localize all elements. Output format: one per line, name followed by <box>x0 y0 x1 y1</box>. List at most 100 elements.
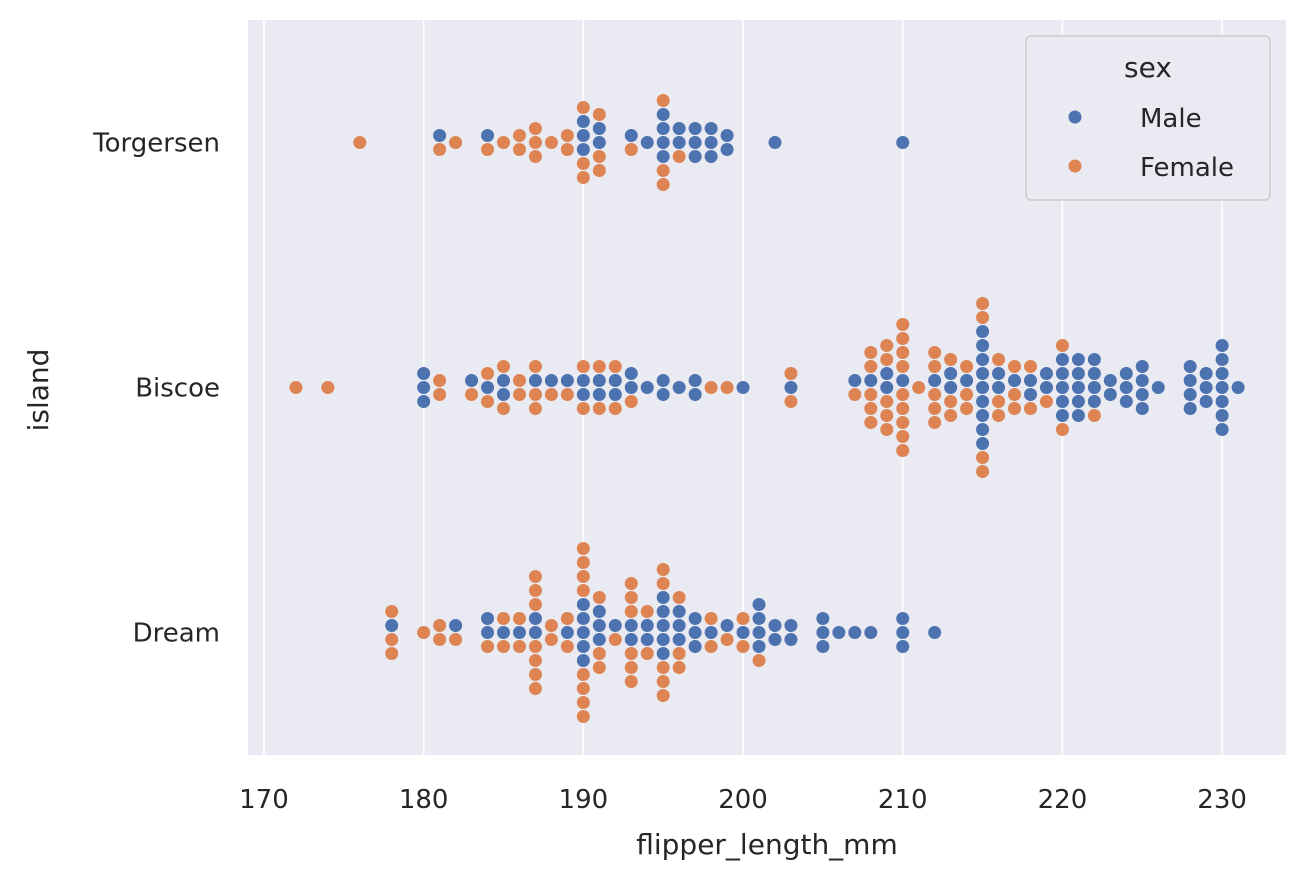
point-male-biscoe <box>1103 374 1117 387</box>
point-female-biscoe <box>528 402 542 415</box>
point-male-dream <box>576 598 590 611</box>
point-female-biscoe <box>864 360 878 373</box>
point-female-biscoe <box>896 444 910 457</box>
x-tick-label-190: 190 <box>559 785 609 815</box>
point-male-torgersen <box>672 122 686 135</box>
legend-title: sex <box>1124 51 1172 84</box>
point-female-biscoe <box>880 395 894 408</box>
x-axis-title: flipper_length_mm <box>636 828 898 861</box>
legend-marker-female <box>1068 159 1082 173</box>
point-male-dream <box>512 626 526 639</box>
point-female-dream <box>624 647 638 660</box>
point-male-biscoe <box>1119 395 1133 408</box>
point-female-dream <box>624 661 638 674</box>
point-female-biscoe <box>1023 402 1037 415</box>
point-male-biscoe <box>1183 374 1197 387</box>
x-tick-label-230: 230 <box>1197 785 1247 815</box>
point-female-biscoe <box>896 388 910 401</box>
point-female-biscoe <box>944 395 958 408</box>
point-male-biscoe <box>1119 367 1133 380</box>
point-male-biscoe <box>848 374 862 387</box>
point-male-dream <box>640 619 654 632</box>
point-male-dream <box>656 647 670 660</box>
point-male-torgersen <box>592 122 606 135</box>
point-female-biscoe <box>896 318 910 331</box>
point-female-dream <box>528 584 542 597</box>
point-male-biscoe <box>1183 402 1197 415</box>
point-male-dream <box>656 605 670 618</box>
point-male-dream <box>768 619 782 632</box>
point-female-dream <box>736 640 750 653</box>
point-female-torgersen <box>528 122 542 135</box>
point-female-biscoe <box>576 360 590 373</box>
point-female-dream <box>576 710 590 723</box>
point-male-biscoe <box>1215 339 1229 352</box>
point-female-biscoe <box>512 374 526 387</box>
point-female-biscoe <box>928 402 942 415</box>
point-male-biscoe <box>1215 423 1229 436</box>
point-female-torgersen <box>672 150 686 163</box>
point-female-biscoe <box>928 346 942 359</box>
point-male-dream <box>624 633 638 646</box>
point-female-torgersen <box>656 178 670 191</box>
point-female-biscoe <box>976 297 990 310</box>
point-male-dream <box>449 619 463 632</box>
point-male-torgersen <box>576 115 590 128</box>
y-axis-ticks: Torgersen Biscoe Dream <box>92 129 220 649</box>
point-male-biscoe <box>497 388 511 401</box>
point-female-torgersen <box>560 129 574 142</box>
point-male-biscoe <box>976 325 990 338</box>
point-male-dream <box>896 612 910 625</box>
point-female-torgersen <box>433 143 447 156</box>
point-male-dream <box>928 626 942 639</box>
point-male-biscoe <box>560 374 574 387</box>
point-male-dream <box>608 619 622 632</box>
point-female-dream <box>449 633 463 646</box>
point-female-torgersen <box>449 136 463 149</box>
point-female-biscoe <box>704 381 718 394</box>
point-male-biscoe <box>1215 353 1229 366</box>
point-female-biscoe <box>1023 360 1037 373</box>
y-tick-label-torgersen: Torgersen <box>92 129 220 159</box>
point-male-biscoe <box>1199 395 1213 408</box>
point-male-biscoe <box>1215 409 1229 422</box>
point-female-biscoe <box>321 381 335 394</box>
point-male-biscoe <box>896 374 910 387</box>
point-female-biscoe <box>497 360 511 373</box>
point-female-dream <box>656 563 670 576</box>
point-male-torgersen <box>640 136 654 149</box>
point-male-torgersen <box>433 129 447 142</box>
point-male-biscoe <box>1103 388 1117 401</box>
point-male-biscoe <box>656 388 670 401</box>
point-male-biscoe <box>1135 402 1149 415</box>
point-female-torgersen <box>592 150 606 163</box>
point-male-biscoe <box>1183 388 1197 401</box>
point-female-biscoe <box>880 423 894 436</box>
point-male-dream <box>672 633 686 646</box>
point-female-dream <box>560 640 574 653</box>
point-female-dream <box>672 591 686 604</box>
point-female-biscoe <box>289 381 303 394</box>
point-male-biscoe <box>688 374 702 387</box>
point-female-biscoe <box>944 353 958 366</box>
point-male-biscoe <box>1183 360 1197 373</box>
point-male-biscoe <box>1071 367 1085 380</box>
x-tick-label-210: 210 <box>878 785 928 815</box>
point-female-biscoe <box>433 374 447 387</box>
legend-label-female: Female <box>1140 153 1234 183</box>
point-female-dream <box>481 640 495 653</box>
data-points <box>289 94 1245 723</box>
point-male-biscoe <box>976 381 990 394</box>
point-male-dream <box>528 626 542 639</box>
point-female-biscoe <box>433 388 447 401</box>
point-male-biscoe <box>608 374 622 387</box>
point-female-biscoe <box>576 402 590 415</box>
point-male-biscoe <box>544 374 558 387</box>
point-male-biscoe <box>992 367 1006 380</box>
point-male-dream <box>848 626 862 639</box>
point-male-torgersen <box>624 129 638 142</box>
point-male-biscoe <box>640 381 654 394</box>
point-male-dream <box>784 619 798 632</box>
point-male-biscoe <box>1199 381 1213 394</box>
